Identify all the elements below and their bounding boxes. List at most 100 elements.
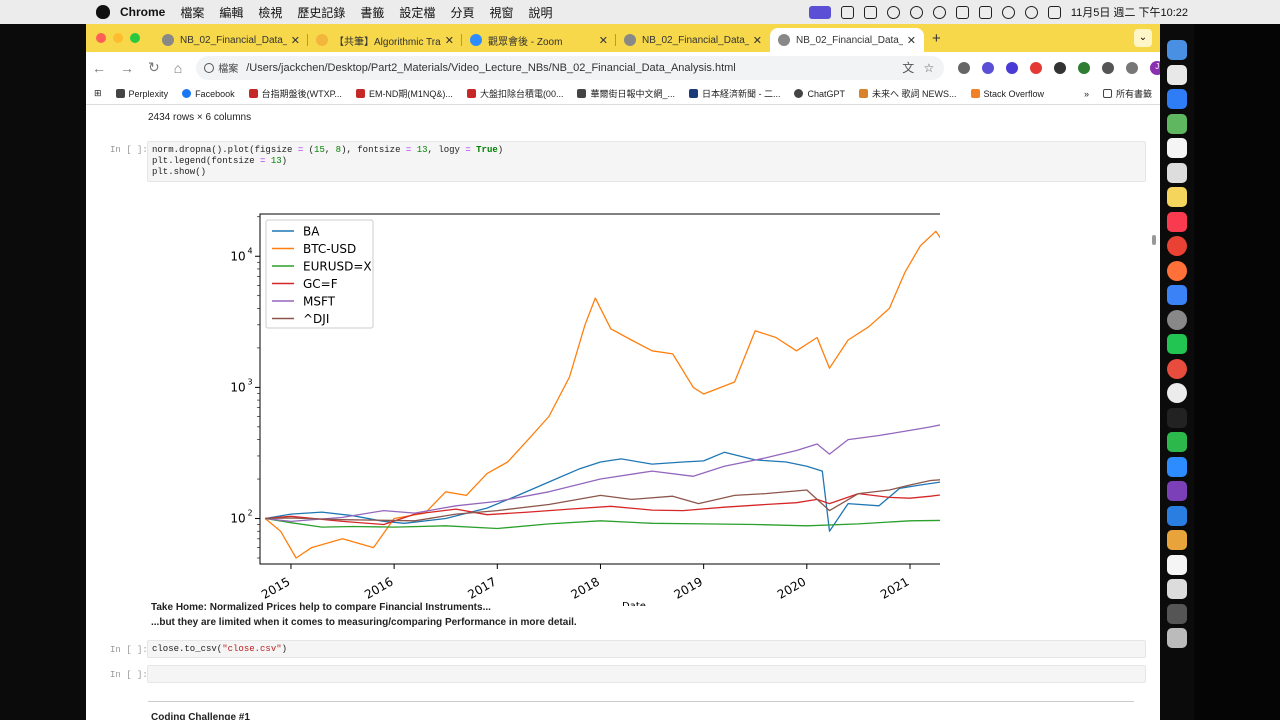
finder-icon[interactable] bbox=[1167, 40, 1187, 60]
translate-icon[interactable]: 文 bbox=[902, 61, 915, 75]
menu-item-bookmarks[interactable]: 書籤 bbox=[360, 5, 385, 20]
reminders-icon[interactable] bbox=[1167, 162, 1187, 183]
adjust-icon[interactable] bbox=[932, 5, 946, 19]
zoom-app-icon[interactable] bbox=[1167, 456, 1187, 477]
bookmark-lyrics[interactable]: 未来へ 歌詞 NEWS... bbox=[858, 87, 957, 100]
chatgpt-app-icon[interactable] bbox=[1167, 383, 1187, 403]
tab-notebook-2[interactable]: NB_02_Financial_Data_Analy ✕ bbox=[616, 28, 770, 52]
bookmark-wsj[interactable]: 華爾街日報中文網_... bbox=[577, 87, 675, 100]
menu-item-profiles[interactable]: 設定檔 bbox=[399, 5, 436, 20]
tab-algorithmic-trading[interactable]: 【共筆】Algorithmic Trading ✕ bbox=[308, 28, 462, 52]
sublime-icon[interactable] bbox=[1167, 530, 1187, 550]
new-tab-button[interactable]: + bbox=[932, 30, 941, 47]
reload-icon[interactable]: ↻ bbox=[148, 59, 160, 75]
code-cell-to-csv[interactable]: close.to_csv("close.csv") bbox=[147, 640, 1146, 658]
evernote-icon[interactable] bbox=[1167, 432, 1187, 452]
site-info-chip[interactable]: 檔案 bbox=[204, 60, 238, 75]
home-icon[interactable]: ⌂ bbox=[173, 59, 183, 76]
menu-item-file[interactable]: 檔案 bbox=[180, 5, 205, 20]
trash-icon[interactable] bbox=[1167, 628, 1187, 648]
extension-icon[interactable] bbox=[1054, 61, 1067, 74]
line-icon[interactable] bbox=[1167, 334, 1187, 354]
close-tab-icon[interactable]: ✕ bbox=[906, 34, 916, 47]
battery-icon[interactable] bbox=[978, 5, 992, 19]
bookmark-facebook[interactable]: Facebook bbox=[182, 89, 235, 99]
control-center-icon[interactable] bbox=[1047, 5, 1061, 19]
close-tab-icon[interactable]: ✕ bbox=[752, 34, 762, 47]
tab-zoom[interactable]: 觀眾會後 - Zoom ✕ bbox=[462, 28, 616, 52]
extension-icon[interactable] bbox=[1102, 61, 1115, 74]
notion-icon[interactable] bbox=[863, 5, 877, 19]
code-cell-empty[interactable] bbox=[147, 665, 1146, 683]
clock-app-icon[interactable] bbox=[1167, 358, 1187, 379]
legend-label: MSFT bbox=[303, 295, 336, 309]
search-icon[interactable] bbox=[1024, 5, 1038, 19]
menubar-clock[interactable]: 11月5日 週二 下午10:22 bbox=[1070, 7, 1188, 19]
menu-app-name[interactable]: Chrome bbox=[120, 5, 166, 19]
address-bar[interactable]: 檔案 /Users/jackchen/Desktop/Part2_Materia… bbox=[196, 55, 945, 80]
close-tab-icon[interactable]: ✕ bbox=[290, 34, 300, 47]
menu-item-history[interactable]: 歷史記錄 bbox=[297, 5, 346, 20]
notes-icon[interactable] bbox=[1167, 187, 1187, 207]
downloads-icon[interactable] bbox=[1167, 603, 1187, 624]
bookmark-stackoverflow[interactable]: Stack Overflow bbox=[970, 89, 1044, 99]
bookmark-nikkei[interactable]: 日本経済新聞 - 二... bbox=[688, 87, 780, 100]
zoom-window-button[interactable] bbox=[130, 33, 140, 43]
music-icon[interactable] bbox=[1167, 211, 1187, 232]
bookmark-perplexity[interactable]: Perplexity bbox=[115, 89, 168, 99]
onenote-icon[interactable] bbox=[1167, 481, 1187, 501]
globe-icon[interactable] bbox=[909, 5, 923, 19]
chat-icon[interactable] bbox=[886, 5, 900, 19]
menu-item-window[interactable]: 視窗 bbox=[489, 5, 514, 20]
more-bookmarks-icon[interactable]: » bbox=[1083, 88, 1089, 99]
firefox-icon[interactable] bbox=[1167, 260, 1187, 281]
page-scrollbar[interactable] bbox=[1152, 235, 1156, 245]
bookmark-em-nd[interactable]: EM-ND期(M1NQ&)... bbox=[355, 87, 453, 100]
tab-notebook-active[interactable]: NB_02_Financial_Data_Analy ✕ bbox=[770, 28, 924, 52]
bookmark-tsmc[interactable]: 大盤扣除台積電(00... bbox=[466, 87, 563, 100]
extension-icon[interactable] bbox=[1006, 61, 1019, 74]
menu-item-help[interactable]: 說明 bbox=[528, 5, 553, 20]
profile-avatar[interactable]: J bbox=[1150, 60, 1160, 75]
settings-icon[interactable] bbox=[1167, 309, 1187, 330]
chrome-icon[interactable] bbox=[1167, 236, 1187, 256]
code-cell-plot[interactable]: norm.dropna().plot(figsize = (15, 8), fo… bbox=[147, 141, 1146, 182]
extension-icon[interactable] bbox=[982, 61, 995, 74]
vpn-icon[interactable] bbox=[808, 5, 831, 19]
puzzle-icon[interactable] bbox=[1126, 61, 1139, 74]
back-icon[interactable]: ← bbox=[92, 59, 106, 76]
updown-icon[interactable] bbox=[840, 5, 854, 19]
close-window-button[interactable] bbox=[96, 33, 106, 43]
wifi-icon[interactable] bbox=[1001, 5, 1015, 19]
calendar-icon[interactable] bbox=[1167, 138, 1187, 158]
menu-item-edit[interactable]: 編輯 bbox=[219, 5, 244, 20]
extension-icon[interactable] bbox=[958, 61, 971, 74]
extension-icon[interactable] bbox=[1078, 61, 1091, 74]
preview-icon[interactable] bbox=[1167, 579, 1187, 599]
minimize-window-button[interactable] bbox=[113, 33, 123, 43]
box-app-icon[interactable] bbox=[1167, 407, 1187, 428]
display-icon[interactable] bbox=[955, 5, 969, 19]
bookmark-star-icon[interactable]: ☆ bbox=[923, 60, 935, 75]
close-tab-icon[interactable]: ✕ bbox=[444, 34, 454, 47]
launchpad-icon[interactable] bbox=[1167, 64, 1187, 85]
apple-icon[interactable] bbox=[96, 5, 110, 19]
maps-icon[interactable] bbox=[1167, 113, 1187, 134]
menu-item-tab[interactable]: 分頁 bbox=[450, 5, 475, 20]
notebook-page[interactable]: 2434 rows × 6 columns In [ ]: norm.dropn… bbox=[86, 105, 1160, 720]
vscode-icon[interactable] bbox=[1167, 505, 1187, 526]
close-tab-icon[interactable]: ✕ bbox=[598, 34, 608, 47]
apps-grid-icon[interactable]: ⊞ bbox=[94, 88, 102, 98]
menu-item-view[interactable]: 檢視 bbox=[258, 5, 283, 20]
all-bookmarks[interactable]: 所有書籤 bbox=[1102, 87, 1152, 100]
address-url[interactable]: /Users/jackchen/Desktop/Part2_Materials/… bbox=[246, 61, 736, 74]
bookmark-wtxp[interactable]: 台指期盤後(WTXP... bbox=[248, 87, 342, 100]
bookmark-chatgpt[interactable]: ChatGPT bbox=[794, 89, 845, 99]
app-store-icon[interactable] bbox=[1167, 89, 1187, 109]
extension-icon[interactable] bbox=[1030, 61, 1043, 74]
keynote-icon[interactable] bbox=[1167, 285, 1187, 305]
forward-icon[interactable]: → bbox=[120, 59, 134, 76]
notion-app-icon[interactable] bbox=[1167, 554, 1187, 575]
tab-notebook-1[interactable]: NB_02_Financial_Data_Analy ✕ bbox=[154, 28, 308, 52]
tab-search-button[interactable]: ⌄ bbox=[1134, 29, 1152, 47]
